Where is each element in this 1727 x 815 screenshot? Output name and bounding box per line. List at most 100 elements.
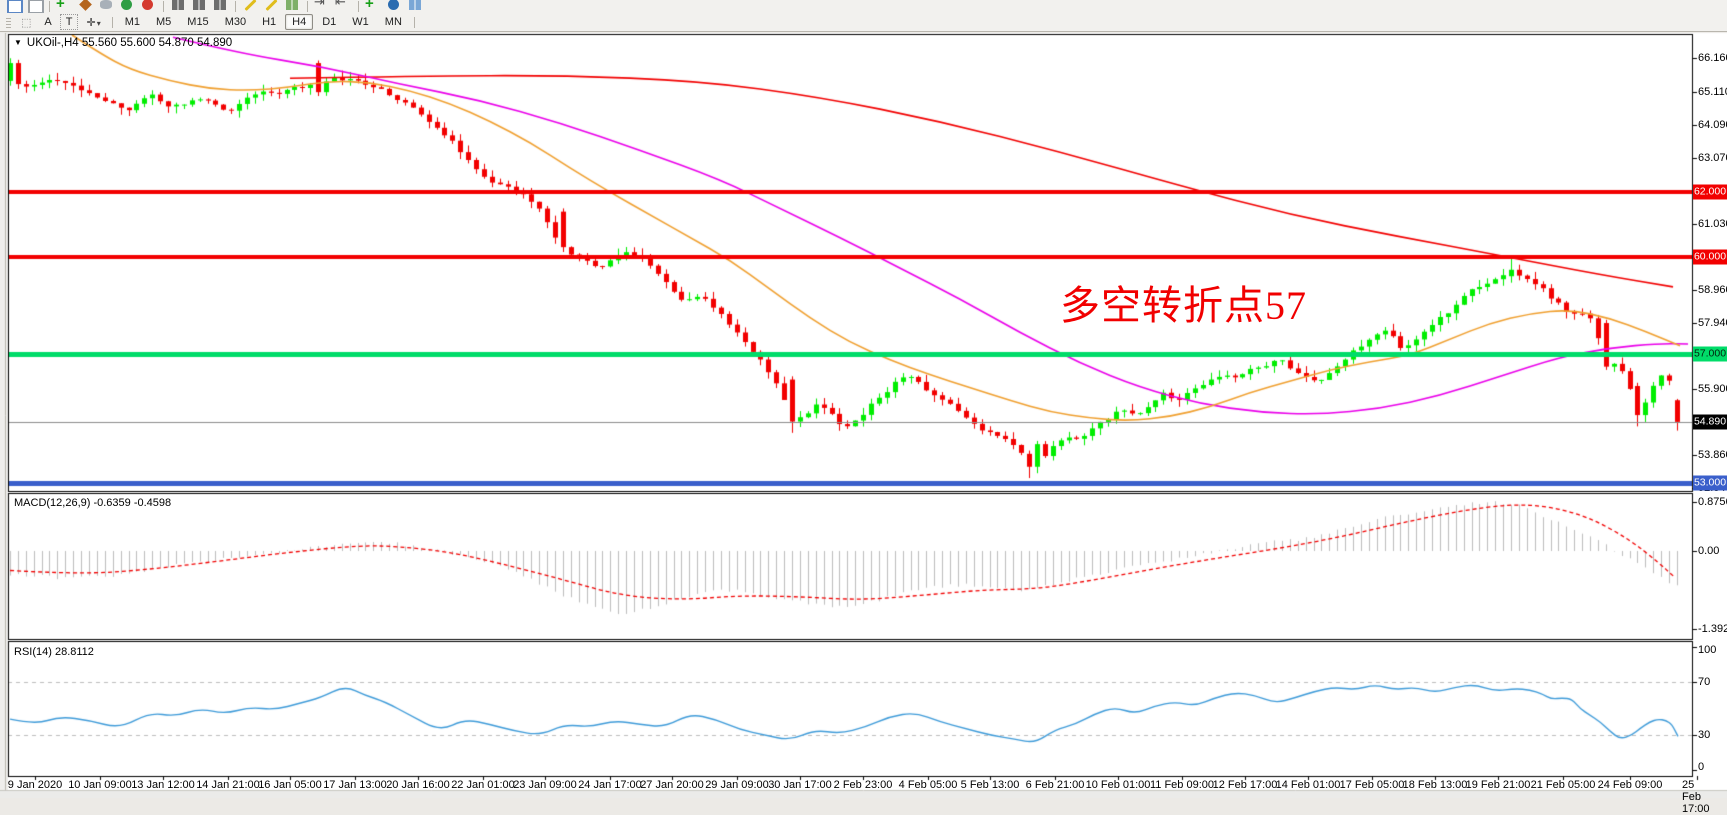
time-tick-label: 9 Jan 2020	[7, 779, 63, 791]
compass-icon	[79, 0, 92, 11]
objects-list-icon[interactable]	[98, 0, 115, 13]
time-tick-label: 18 Feb 13:00	[1402, 779, 1468, 791]
time-tick-label: 19 Feb 21:00	[1465, 779, 1531, 791]
zoom-in-icon: +	[365, 0, 374, 12]
timeframe-button-h1[interactable]: H1	[262, 16, 277, 28]
grid-toggle-icon[interactable]: ⬚	[21, 16, 31, 29]
rsi-indicator-label: RSI(14) 28.8112	[14, 646, 94, 658]
time-tick-label: 13 Jan 12:00	[131, 779, 195, 791]
crosshair-pencil-icon[interactable]	[242, 0, 259, 13]
timeframe-button-m15[interactable]: M15	[187, 16, 209, 28]
macd-indicator-label: MACD(12,26,9) -0.6359 -0.4598	[14, 497, 172, 509]
time-tick-label: 20 Jan 16:00	[386, 779, 450, 791]
web-globe-icon[interactable]	[119, 0, 136, 13]
price-tick-label: 63.070	[1698, 151, 1727, 164]
time-tick-label: 23 Jan 09:00	[513, 779, 577, 791]
new-order-icon[interactable]: +	[56, 0, 73, 13]
time-tick-label: 16 Jan 05:00	[258, 779, 322, 791]
price-line-badge: 62.000	[1693, 184, 1727, 200]
price-tick-label: 53.860	[1698, 449, 1727, 462]
price-tick-label: 65.110	[1698, 85, 1727, 98]
main-chart-canvas[interactable]	[0, 0, 1727, 798]
time-tick-label: 12 Feb 17:00	[1212, 779, 1278, 791]
price-tick-label: 66.160	[1698, 51, 1727, 64]
time-tick-label: 22 Jan 01:00	[451, 779, 515, 791]
auto-scroll-icon: ⇤	[335, 0, 346, 9]
chevron-down-icon: ▾	[96, 18, 101, 28]
refresh-globe-icon	[388, 0, 399, 10]
toolbar-drag-handle[interactable]	[6, 16, 11, 28]
objects-list-icon	[100, 0, 112, 9]
price-tick-label: 55.900	[1698, 383, 1727, 396]
time-tick-label: 25 Feb 17:00	[1682, 779, 1710, 815]
timeframe-button-m30[interactable]: M30	[224, 16, 247, 28]
cursor-tool-button[interactable]: A	[44, 16, 52, 28]
line-chart-icon	[214, 0, 226, 10]
time-tick-label: 17 Jan 13:00	[323, 779, 387, 791]
indicators-grid-icon	[409, 0, 421, 10]
time-tick-label: 5 Feb 13:00	[960, 779, 1020, 791]
timeframe-button-mn[interactable]: MN	[384, 16, 402, 28]
toolbar-separator	[307, 1, 308, 12]
compass-icon[interactable]	[77, 0, 94, 13]
line-chart-icon[interactable]	[212, 0, 229, 13]
toolbar-separator	[111, 16, 113, 28]
toolbar-timeframe-row: ⬚ A T ✛▾ M1 M5 M15 M30 H1 H4 D1 W1 MN	[0, 13, 1727, 31]
timeframe-button-d1[interactable]: D1	[322, 16, 337, 28]
toolbar-separator	[235, 1, 236, 12]
refresh-globe-icon[interactable]	[386, 0, 403, 13]
time-tick-label: 29 Jan 09:00	[705, 779, 769, 791]
new-order-icon: +	[56, 0, 65, 12]
toolbar-icon-row: + ⇥ ⇤ +	[0, 0, 1727, 13]
macd-tick-label: 0.00	[1698, 545, 1720, 557]
symbol-dropdown-icon[interactable]: ▼	[14, 38, 22, 47]
timeframe-button-w1[interactable]: W1	[352, 16, 369, 28]
price-line-badge: 53.000	[1693, 475, 1727, 491]
time-tick-label: 10 Feb 01:00	[1085, 779, 1151, 791]
candle-chart-icon[interactable]	[191, 0, 208, 13]
time-tick-label: 14 Jan 21:00	[196, 779, 260, 791]
stop-icon[interactable]	[140, 0, 157, 13]
timeframe-button-m1[interactable]: M1	[124, 16, 140, 28]
main-toolbar: + ⇥ ⇤ + ⬚ A T ✛▾ M1 M5 M15 M30 H1 H4 D1 W1 MN	[0, 0, 1727, 32]
candle-chart-icon	[193, 0, 205, 10]
chart-annotation-text[interactable]: 多空转折点57	[1060, 283, 1307, 328]
chart-shift-icon[interactable]: ⇥	[314, 0, 331, 13]
shapes-tool-button[interactable]: ✛▾	[86, 16, 101, 29]
time-tick-label: 21 Feb 05:00	[1530, 779, 1596, 791]
time-tick-label: 24 Feb 09:00	[1597, 779, 1663, 791]
timeframe-button-h4[interactable]: H4	[285, 14, 314, 30]
toolbar-separator	[413, 16, 415, 28]
price-tick-label: 58.960	[1698, 284, 1727, 297]
indicators-grid-icon[interactable]	[407, 0, 424, 13]
time-tick-label: 4 Feb 05:00	[898, 779, 958, 791]
auto-scroll-icon[interactable]: ⇤	[335, 0, 352, 13]
time-tick-label: 17 Feb 05:00	[1339, 779, 1405, 791]
macd-tick-label: 0.8756	[1698, 496, 1727, 509]
tile-windows-icon[interactable]	[284, 0, 301, 13]
new-chart-icon	[7, 0, 23, 13]
chart-title-text: UKOil-,H4 55.560 55.600 54.870 54.890	[26, 37, 233, 49]
draw-pencil-icon[interactable]	[263, 0, 280, 13]
new-chart-icon[interactable]	[5, 0, 23, 13]
price-tick-label: 61.030	[1698, 217, 1727, 230]
time-tick-label: 24 Jan 17:00	[578, 779, 642, 791]
zoom-magnifier-icon	[28, 0, 44, 13]
price-line-badge: 54.890	[1693, 414, 1727, 430]
draw-pencil-icon	[265, 0, 278, 12]
web-globe-icon	[121, 0, 132, 10]
rsi-tick-label: 70	[1698, 675, 1711, 688]
zoom-in-icon[interactable]: +	[365, 0, 382, 13]
time-tick-label: 27 Jan 20:00	[640, 779, 704, 791]
tile-windows-icon	[286, 0, 298, 10]
price-tick-label: 57.940	[1698, 317, 1727, 330]
timeframe-button-m5[interactable]: M5	[156, 16, 172, 28]
crosshair-pencil-icon	[244, 0, 257, 12]
macd-tick-label: -1.3923	[1698, 622, 1727, 635]
text-tool-button[interactable]: T	[59, 14, 79, 30]
time-tick-label: 6 Feb 21:00	[1025, 779, 1085, 791]
price-tick-label: 64.090	[1698, 118, 1727, 131]
time-tick-label: 11 Feb 09:00	[1149, 779, 1215, 791]
zoom-magnifier-icon[interactable]	[26, 0, 44, 13]
bar-chart-icon[interactable]	[170, 0, 187, 13]
